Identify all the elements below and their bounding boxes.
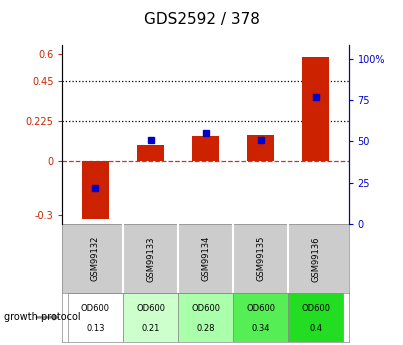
Text: 0.13: 0.13 xyxy=(86,324,105,333)
Bar xyxy=(192,136,219,161)
Text: OD600: OD600 xyxy=(136,304,165,313)
Text: growth protocol: growth protocol xyxy=(4,313,81,322)
Text: 0.4: 0.4 xyxy=(309,324,322,333)
Text: GSM99134: GSM99134 xyxy=(201,236,210,282)
Text: GSM99133: GSM99133 xyxy=(146,236,155,282)
Bar xyxy=(82,161,109,219)
Bar xyxy=(137,145,164,161)
Text: 0.28: 0.28 xyxy=(196,324,215,333)
Text: GSM99135: GSM99135 xyxy=(256,236,265,282)
Text: OD600: OD600 xyxy=(81,304,110,313)
Bar xyxy=(123,293,178,342)
Text: 0.21: 0.21 xyxy=(141,324,160,333)
Text: GSM99132: GSM99132 xyxy=(91,236,100,282)
Bar xyxy=(68,293,123,342)
Text: OD600: OD600 xyxy=(301,304,330,313)
Bar xyxy=(288,293,343,342)
Text: GSM99136: GSM99136 xyxy=(311,236,320,282)
Bar xyxy=(302,57,329,161)
Bar xyxy=(178,293,233,342)
Text: GDS2592 / 378: GDS2592 / 378 xyxy=(143,12,260,27)
Text: OD600: OD600 xyxy=(191,304,220,313)
Bar xyxy=(233,293,288,342)
Text: OD600: OD600 xyxy=(246,304,275,313)
Text: 0.34: 0.34 xyxy=(251,324,270,333)
Bar xyxy=(247,135,274,161)
